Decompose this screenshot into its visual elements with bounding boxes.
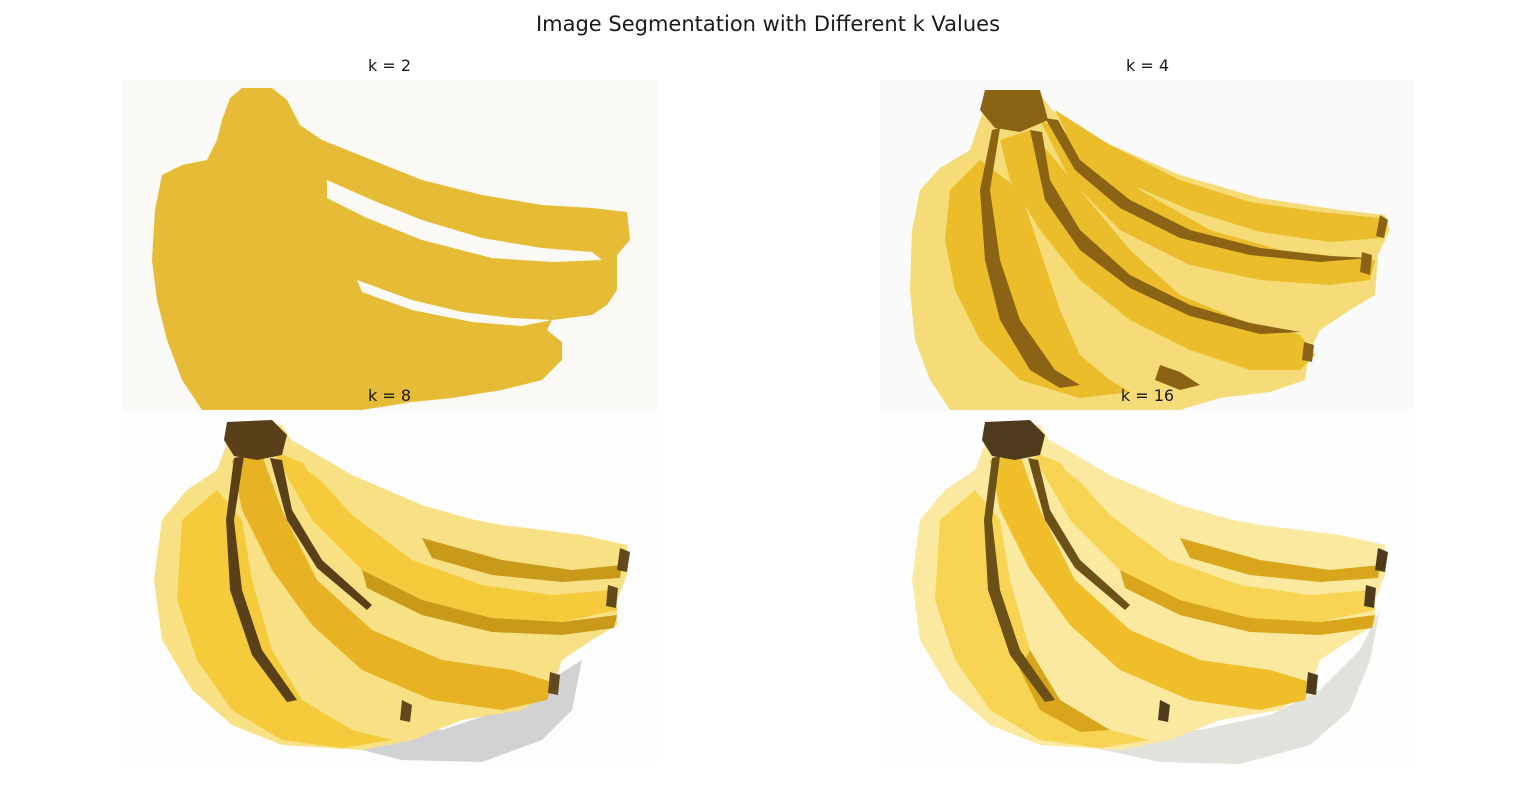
dark-region bbox=[1045, 118, 1370, 262]
deep-region bbox=[1180, 538, 1380, 582]
panel-k8: k = 8 bbox=[122, 386, 657, 766]
dark-region bbox=[224, 420, 287, 460]
dark-region bbox=[226, 456, 297, 702]
deep-region bbox=[362, 570, 617, 635]
panel-title-k16: k = 16 bbox=[1120, 386, 1175, 405]
stem-region bbox=[617, 548, 630, 572]
segmented-image-k2 bbox=[122, 80, 657, 410]
dark-region bbox=[980, 128, 1080, 388]
panel-k4: k = 4 bbox=[880, 56, 1415, 410]
segmented-image-k8 bbox=[122, 410, 657, 766]
dark-region bbox=[984, 456, 1055, 702]
stem-region bbox=[548, 672, 560, 695]
stem-region bbox=[1306, 672, 1318, 695]
panel-title-k8: k = 8 bbox=[367, 386, 412, 405]
pale-region bbox=[292, 440, 624, 570]
mid-region bbox=[1000, 130, 1315, 370]
banana-region bbox=[152, 88, 630, 410]
dark-region bbox=[1030, 130, 1300, 334]
stem-region bbox=[400, 700, 412, 722]
dark-region bbox=[1155, 365, 1200, 390]
mid-region bbox=[232, 455, 552, 710]
stem-region bbox=[1364, 585, 1376, 608]
pale-region bbox=[1050, 440, 1382, 570]
segmented-image-k16 bbox=[880, 410, 1415, 766]
segmented-image-k4 bbox=[880, 80, 1415, 410]
mid-region bbox=[990, 455, 1310, 710]
stem-region bbox=[1375, 548, 1388, 572]
dark-region bbox=[980, 90, 1048, 132]
panel-title-k4: k = 4 bbox=[1125, 56, 1170, 75]
figure-title: Image Segmentation with Different k Valu… bbox=[535, 12, 1001, 36]
stem-region bbox=[606, 585, 618, 608]
gap-region bbox=[357, 280, 552, 326]
dark-region bbox=[1376, 215, 1388, 238]
deep-region bbox=[1120, 570, 1375, 635]
dark-region bbox=[1360, 252, 1372, 275]
panel-k16: k = 16 bbox=[880, 386, 1415, 766]
panel-k2: k = 2 bbox=[122, 56, 657, 410]
dark-region bbox=[1302, 342, 1314, 362]
gap-region bbox=[327, 180, 602, 262]
panel-title-k2: k = 2 bbox=[367, 56, 412, 75]
mid-region bbox=[1040, 120, 1375, 285]
deep-region bbox=[422, 538, 622, 582]
dark-region bbox=[1028, 458, 1130, 610]
mid-region bbox=[1055, 110, 1382, 242]
stem-region bbox=[982, 420, 1045, 460]
dark-region bbox=[270, 458, 372, 610]
stem-region bbox=[1158, 700, 1170, 722]
